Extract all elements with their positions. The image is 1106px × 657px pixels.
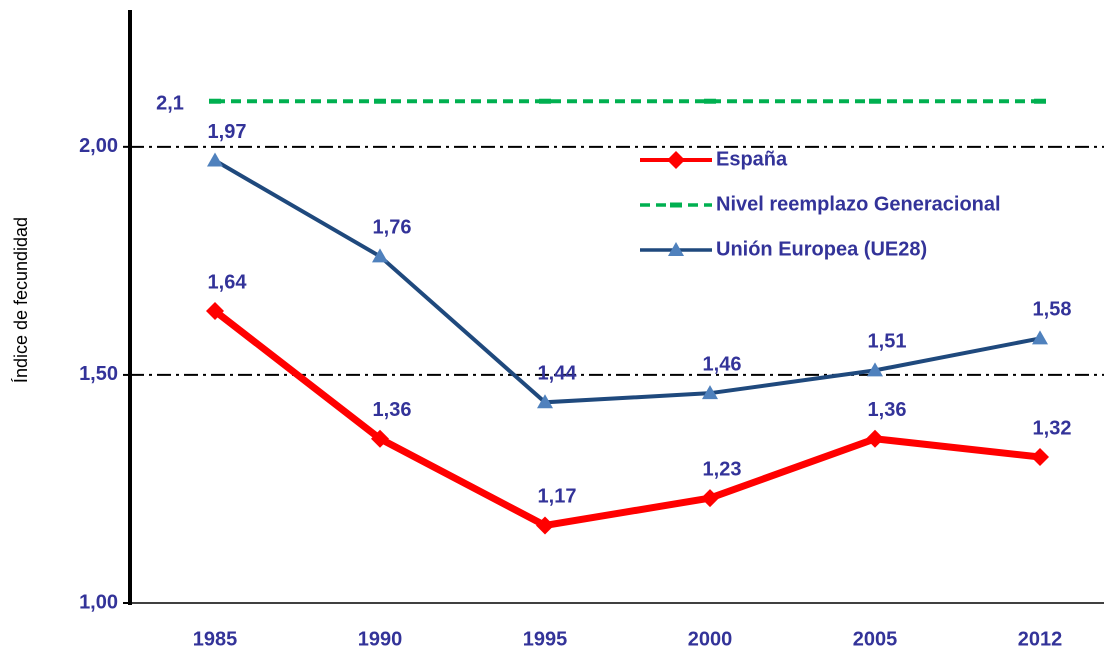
x-tick-label: 1990 (358, 628, 403, 650)
data-point (1031, 448, 1049, 467)
data-label: 1,51 (868, 331, 907, 353)
data-point (539, 98, 551, 104)
legend-marker (667, 151, 685, 169)
data-point (537, 394, 553, 409)
x-tick-label: 1995 (523, 628, 568, 650)
data-point (1032, 330, 1048, 345)
data-label: 1,58 (1033, 299, 1072, 321)
series-line (212, 308, 1041, 530)
data-label: 1,44 (538, 363, 578, 385)
data-point (372, 248, 388, 263)
legend-marker (668, 242, 684, 256)
legend-label: España (716, 148, 788, 170)
data-label: 1,17 (538, 486, 577, 508)
data-point (867, 362, 883, 377)
series-line (213, 158, 1041, 405)
data-label: 1,36 (373, 399, 412, 421)
x-tick-label: 2005 (853, 628, 898, 650)
x-tick-label: 2012 (1018, 628, 1063, 650)
data-label: 1,36 (868, 399, 907, 421)
data-point (206, 302, 224, 321)
y-axis-label: Índice de fecundidad (11, 217, 31, 383)
data-point (536, 516, 554, 535)
data-point (869, 98, 881, 104)
data-label: 1,23 (703, 458, 742, 480)
data-point (209, 98, 221, 104)
data-point (1034, 98, 1046, 104)
x-tick-label: 1985 (193, 628, 238, 650)
legend-label: Nivel reemplazo Generacional (716, 193, 1001, 215)
data-point (374, 98, 386, 104)
legend-marker (670, 202, 682, 208)
data-label: 1,64 (208, 271, 248, 293)
data-point (207, 152, 223, 167)
y-tick-label: 1,50 (79, 363, 118, 385)
y-tick-label: 1,00 (79, 591, 118, 613)
data-label: 1,76 (373, 217, 412, 239)
data-point (701, 489, 719, 508)
data-label: 1,97 (208, 121, 247, 143)
data-point (704, 98, 716, 104)
x-tick-label: 2000 (688, 628, 733, 650)
y-tick-label: 2,00 (79, 135, 118, 157)
data-label: 1,46 (703, 353, 742, 375)
data-label: 1,32 (1033, 417, 1072, 439)
data-label: 2,1 (156, 93, 184, 115)
legend-label: Unión Europea (UE28) (716, 238, 927, 260)
data-point (866, 429, 884, 448)
data-point (702, 385, 718, 400)
data-point (371, 429, 389, 448)
